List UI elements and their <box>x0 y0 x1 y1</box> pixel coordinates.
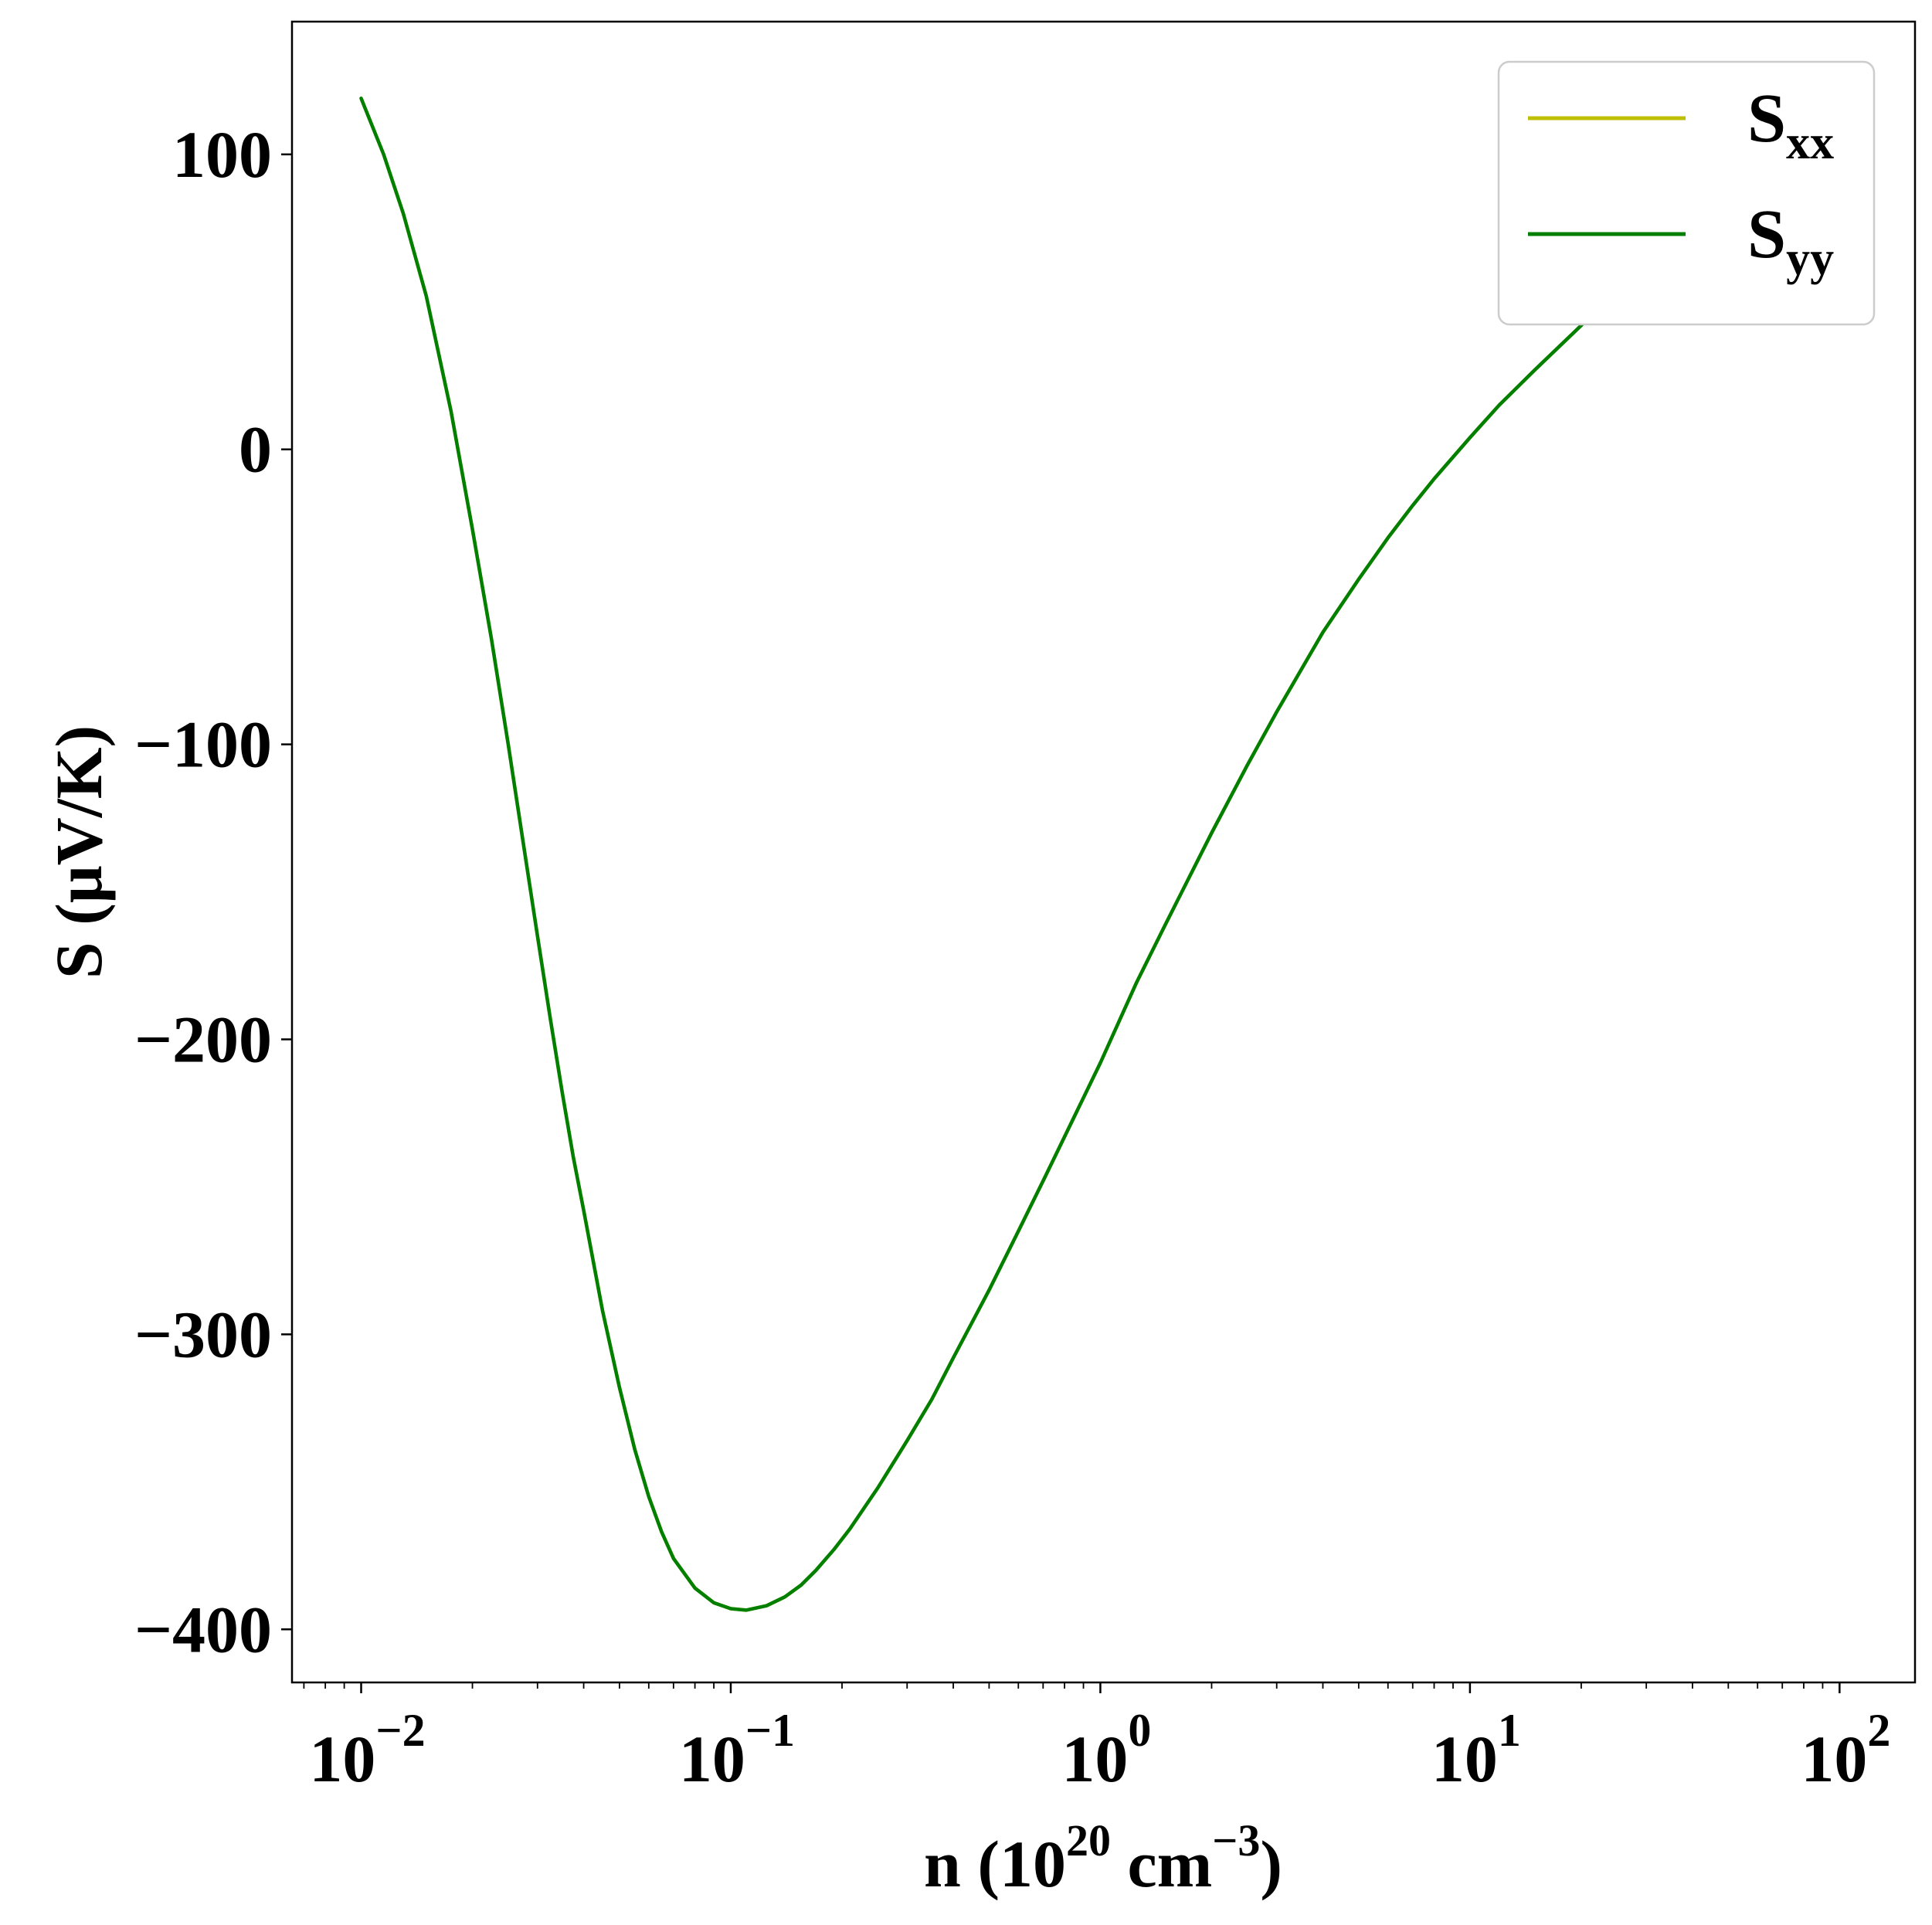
legend-label-yy: Syy <box>1747 196 1834 285</box>
legend-label-xx: Sxx <box>1747 80 1834 169</box>
x-tick-base: 10 <box>1431 1722 1498 1796</box>
x-axis-ticks: 10−2 10−1 100 101 102 <box>303 1682 1890 1796</box>
y-tick-label: 0 <box>239 413 272 487</box>
x-tick-label: 101 <box>1431 1705 1521 1796</box>
y-tick-label: −300 <box>134 1297 272 1371</box>
x-tick-base: 10 <box>1801 1722 1867 1796</box>
x-tick-label: 102 <box>1801 1705 1890 1796</box>
x-axis-label-main: n (10 <box>924 1827 1066 1901</box>
x-tick-base: 10 <box>1061 1722 1128 1796</box>
x-tick-label: 100 <box>1061 1705 1151 1796</box>
legend-box <box>1497 60 1876 326</box>
x-axis-label-sup2: −3 <box>1212 1815 1260 1866</box>
y-tick-label: −100 <box>134 708 272 782</box>
y-axis-label: S (μV/K) <box>42 725 116 979</box>
y-tick-label: −200 <box>134 1002 272 1076</box>
x-tick-base: 10 <box>679 1722 745 1796</box>
x-tick-exponent: 0 <box>1128 1705 1151 1756</box>
x-tick-exponent: −2 <box>375 1705 425 1756</box>
x-tick-label: 10−1 <box>679 1705 795 1796</box>
y-tick-label: −400 <box>134 1592 272 1666</box>
legend: Sxx Syy <box>1497 60 1876 326</box>
x-tick-base: 10 <box>309 1722 375 1796</box>
x-tick-exponent: −1 <box>745 1705 795 1756</box>
x-axis-label-end: ) <box>1260 1827 1282 1901</box>
y-axis-ticks: 100 0 −100 −200 −300 −400 <box>134 117 292 1666</box>
plot-frame <box>290 20 1917 1684</box>
x-tick-exponent: 2 <box>1867 1705 1890 1756</box>
x-axis-label: n (1020 cm−3) <box>924 1815 1282 1901</box>
y-tick-label: 100 <box>172 117 272 192</box>
x-axis-label-mid: cm <box>1111 1827 1212 1901</box>
x-tick-label: 10−2 <box>309 1705 425 1796</box>
x-axis-label-sup1: 20 <box>1066 1815 1111 1866</box>
x-tick-exponent: 1 <box>1498 1705 1521 1756</box>
